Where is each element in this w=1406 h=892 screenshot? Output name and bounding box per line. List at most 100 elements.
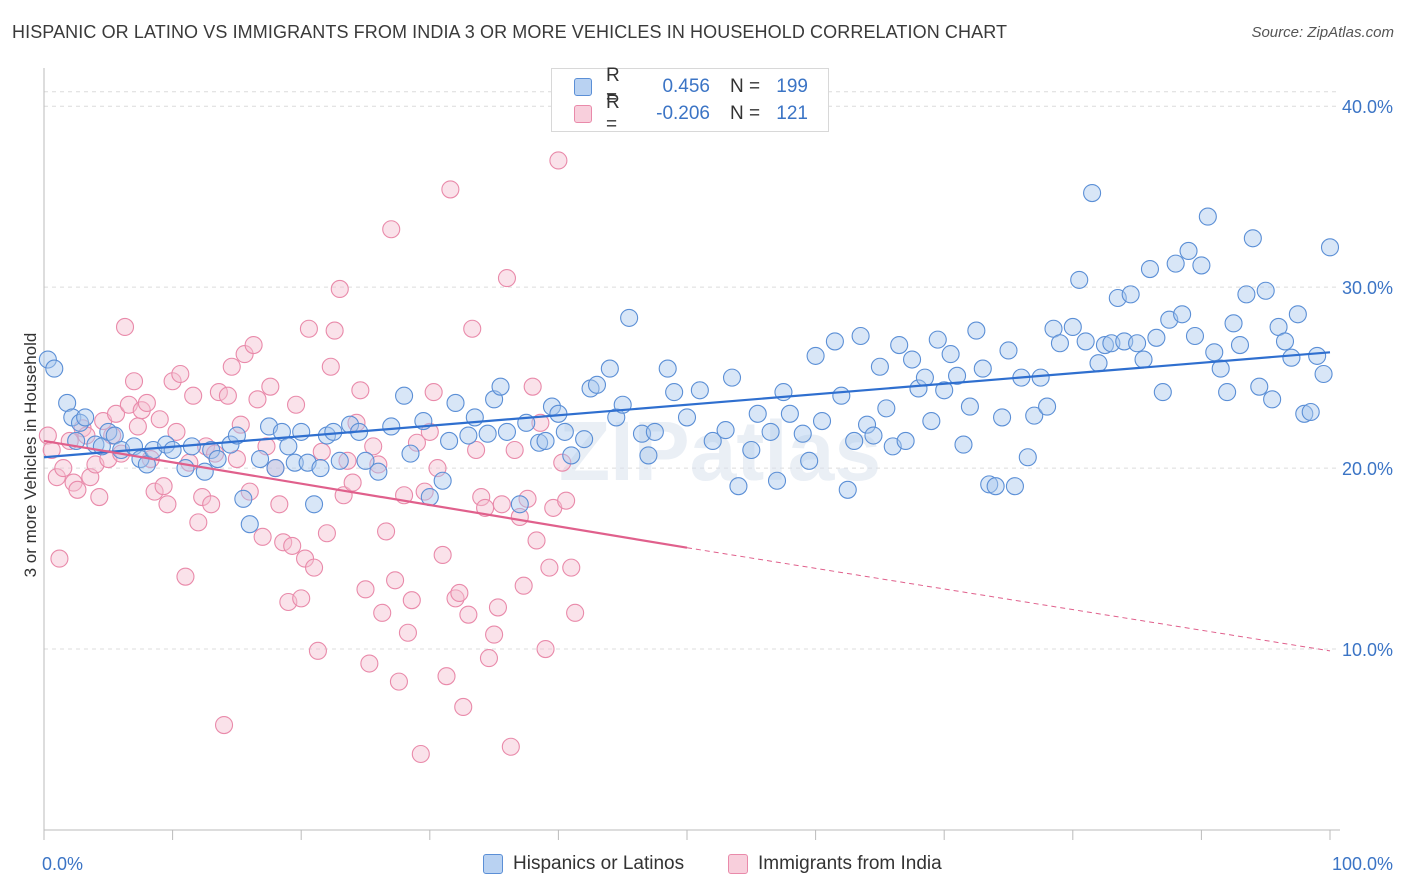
hispanic-point	[491, 377, 510, 396]
india-point	[171, 364, 190, 384]
hispanic-point	[305, 495, 324, 514]
hispanic-point	[1282, 348, 1301, 367]
india-point	[382, 220, 401, 239]
r-label: R =	[606, 65, 620, 108]
hispanic-point	[748, 404, 767, 423]
india-point	[292, 589, 311, 608]
india-point	[415, 482, 434, 501]
hispanic-point	[948, 366, 967, 385]
hispanic-point	[890, 335, 909, 355]
india-swatch	[574, 105, 592, 123]
india-point	[514, 576, 533, 595]
india-point	[437, 667, 456, 686]
hispanic-point	[1134, 350, 1153, 369]
hispanic-point	[330, 451, 349, 470]
hispanic-point	[600, 359, 619, 378]
hispanic-point	[1031, 368, 1050, 387]
hispanic-point	[433, 471, 452, 490]
hispanic-point	[864, 426, 883, 445]
india-point	[163, 372, 182, 391]
india-point	[407, 433, 426, 452]
india-point	[467, 440, 486, 460]
hispanic-point	[1198, 207, 1217, 226]
r-value: -0.206	[656, 103, 710, 124]
india-point	[184, 386, 203, 405]
india-point	[145, 482, 164, 501]
hispanic-point	[722, 368, 742, 387]
india-point	[158, 495, 177, 514]
hispanic-point	[1179, 241, 1198, 261]
india-point	[189, 513, 208, 532]
axes	[43, 68, 1340, 840]
india-point	[536, 639, 555, 659]
n-label: N =	[730, 76, 761, 97]
india-point	[261, 377, 280, 396]
india-point	[360, 654, 379, 673]
india-point	[196, 437, 216, 456]
india-point	[50, 549, 69, 568]
hispanic-point	[176, 459, 195, 478]
hispanic-point	[716, 421, 735, 440]
series-hispanics-or-latinos	[38, 183, 1340, 534]
hispanic-point	[993, 408, 1012, 427]
india-point	[218, 386, 237, 405]
india-point	[553, 453, 572, 472]
india-point	[501, 737, 520, 756]
india-point	[283, 536, 302, 555]
hispanic-point	[967, 321, 986, 340]
hispanic-point	[742, 440, 761, 460]
legend-item-hispanic[interactable]: Hispanics or Latinos	[483, 852, 684, 876]
india-point	[540, 558, 559, 577]
india-point	[527, 531, 546, 550]
hispanic-point	[70, 413, 90, 432]
hispanic-point	[1128, 334, 1147, 353]
hispanic-point	[1314, 364, 1333, 384]
hispanic-point	[1153, 383, 1172, 402]
x-tick-label: 0.0%	[42, 854, 83, 874]
india-point	[38, 426, 57, 445]
y-axis-label: 3 or more Vehicles in Household	[21, 333, 40, 578]
hispanic-point	[986, 477, 1005, 496]
hispanic-point	[562, 446, 581, 465]
india-point	[47, 468, 66, 487]
india-point	[253, 527, 272, 546]
india-point	[386, 571, 405, 590]
hispanic-legend-label: Hispanics or Latinos	[513, 853, 685, 874]
india-point	[317, 524, 336, 543]
hispanic-point	[780, 404, 799, 423]
hispanic-point	[677, 408, 697, 427]
hispanic-point	[266, 459, 285, 478]
series-immigrants-from-india	[38, 151, 585, 764]
hispanic-trend-line	[43, 351, 1331, 459]
india-point	[488, 598, 508, 617]
hispanic-point	[76, 408, 95, 427]
india-point	[463, 319, 482, 338]
hispanic-point	[857, 415, 877, 434]
hispanic-point	[645, 422, 664, 441]
india-point	[274, 533, 293, 552]
hispanic-point	[825, 332, 844, 351]
india-point	[377, 522, 396, 541]
india-point	[398, 623, 417, 642]
r-value: 0.456	[662, 76, 710, 97]
hispanic-point	[38, 350, 57, 369]
india-point	[479, 649, 499, 668]
tick-labels: 10.0% 20.0% 30.0% 40.0% 0.0% 100.0%	[42, 97, 1393, 874]
hispanic-point	[240, 515, 259, 534]
hispanic-point	[45, 359, 64, 378]
india-point	[411, 744, 430, 764]
hispanic-point	[1243, 229, 1262, 248]
legend-item-india[interactable]: Immigrants from India	[728, 852, 942, 876]
hispanic-point	[690, 381, 709, 400]
hispanic-point	[163, 440, 182, 460]
hispanic-point	[1250, 377, 1269, 396]
hispanic-point	[896, 431, 915, 451]
india-point	[154, 477, 173, 496]
india-point	[325, 321, 344, 340]
hispanic-point	[922, 411, 941, 431]
hispanic-point	[440, 431, 459, 451]
hispanic-point	[1224, 314, 1243, 333]
hispanic-point	[845, 431, 864, 451]
hispanic-point	[620, 308, 639, 327]
india-point	[338, 451, 357, 470]
